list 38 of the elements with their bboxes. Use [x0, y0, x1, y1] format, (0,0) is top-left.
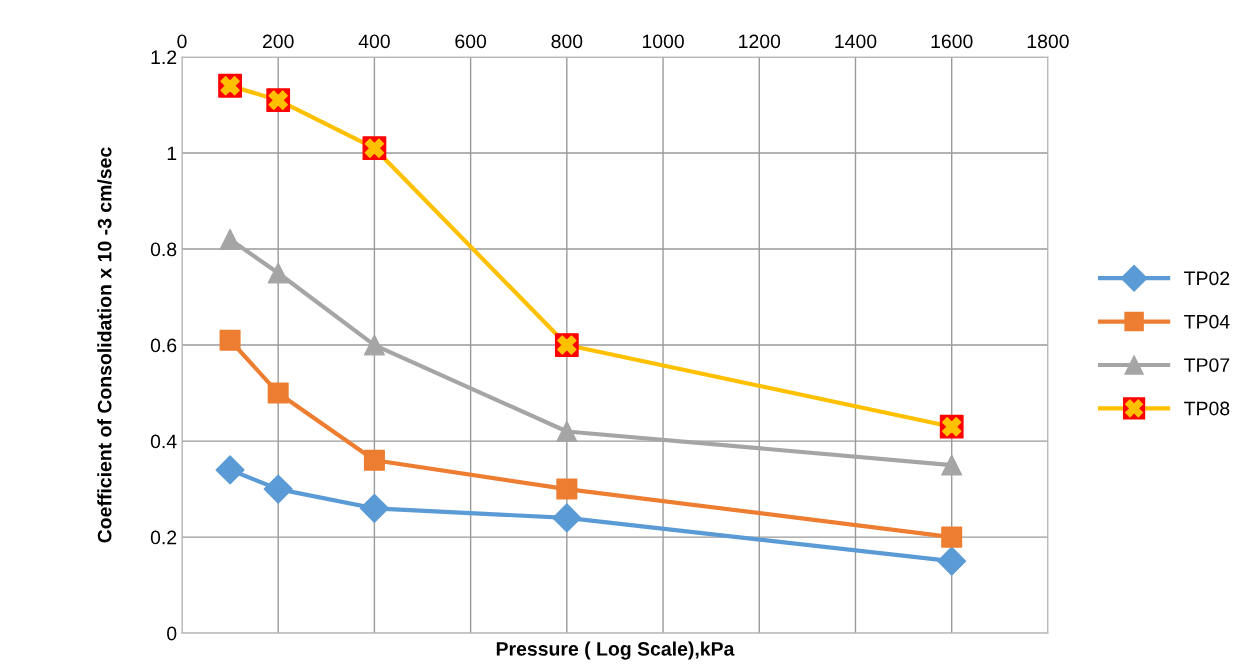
- y-axis-title: Coefficient of Consolidation x 10 -3 cm/sec: [97, 147, 112, 543]
- y-tick-label: 1: [167, 146, 177, 161]
- point: [937, 546, 967, 576]
- point: [267, 262, 289, 284]
- point: [219, 228, 241, 250]
- x-tick-label: 1800: [1027, 34, 1069, 49]
- x-tick-label: 400: [358, 34, 390, 49]
- x-axis-title: Pressure ( Log Scale),kPa: [496, 641, 735, 660]
- x-tick-label: 1400: [835, 34, 877, 49]
- point: [267, 382, 289, 404]
- x-tick-label: 800: [551, 34, 583, 49]
- y-tick-label: 1.2: [151, 50, 177, 64]
- point: [263, 474, 293, 504]
- y-tick-label: 0.4: [150, 434, 177, 449]
- x-tick-label: 1000: [642, 34, 684, 49]
- point: [219, 329, 241, 351]
- y-tick-label: 0.6: [150, 338, 177, 353]
- x-tick-label: 0: [177, 34, 187, 49]
- point: [941, 526, 963, 548]
- point: [363, 449, 385, 471]
- y-tick-label: 0.2: [150, 530, 177, 545]
- point: [556, 420, 578, 442]
- x-tick-label: 600: [455, 34, 487, 49]
- y-tick-label: 0.8: [150, 242, 177, 257]
- point: [359, 493, 389, 523]
- point: [363, 334, 385, 356]
- legend-label: TP07: [1184, 358, 1230, 372]
- legend-label: TP04: [1184, 314, 1230, 329]
- point: [941, 454, 963, 476]
- x-tick-label: 1200: [739, 34, 781, 49]
- x-tick-label: 1600: [931, 34, 973, 49]
- x-tick-label: 200: [262, 34, 294, 49]
- point: [215, 455, 245, 485]
- y-tick-label: 0: [167, 626, 177, 641]
- legend-label: TP02: [1184, 271, 1230, 286]
- point: [552, 503, 582, 533]
- legend-label: TP08: [1184, 401, 1230, 416]
- point: [556, 478, 578, 500]
